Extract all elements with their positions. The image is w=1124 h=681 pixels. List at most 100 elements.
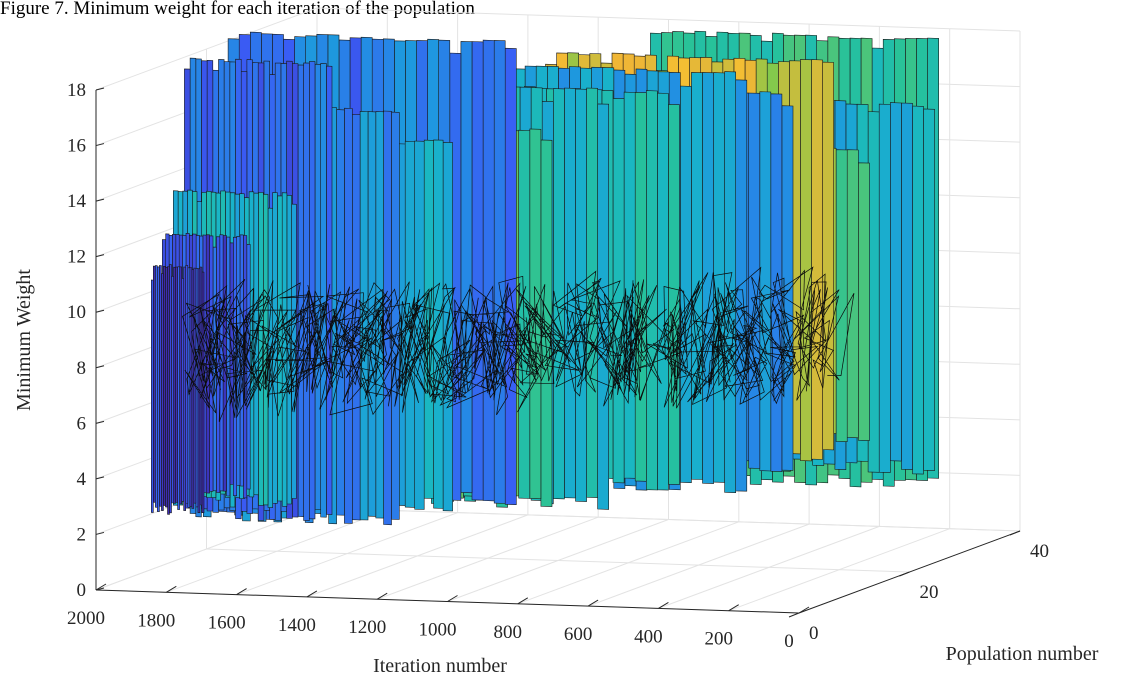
slice-strip (857, 162, 870, 441)
slice-strip (183, 266, 186, 511)
slice-strip (482, 39, 495, 502)
weight-trace (182, 266, 855, 422)
z-tick-label: 8 (77, 358, 87, 379)
slice-population-10 (151, 264, 205, 515)
x-tick-mark (658, 601, 669, 609)
slice-strip (414, 140, 425, 510)
slice-strip (781, 105, 794, 471)
slice-strip (679, 85, 692, 484)
figure-caption: Figure 7. Minimum weight for each iterat… (0, 0, 475, 19)
y-tick-mark (788, 612, 800, 618)
grid-line-z (95, 507, 1021, 591)
z-tick-label: 2 (77, 524, 87, 545)
z-tick-label: 0 (77, 580, 87, 601)
x-tick-label: 2000 (67, 608, 105, 629)
z-tick-mark (95, 143, 105, 147)
slice-strip (326, 65, 333, 515)
grid-line-y-floor (316, 507, 1021, 532)
slice-strip (901, 102, 913, 470)
slice-strip (167, 266, 170, 515)
slice-strip (155, 265, 158, 508)
slice-strip (169, 264, 172, 514)
y-axis-label: Population number (946, 643, 1099, 665)
x-tick-label: 1800 (137, 610, 175, 631)
z-tick-mark (95, 198, 105, 202)
z-tick-mark (95, 420, 105, 424)
slice-strip (735, 79, 748, 492)
x-tick-label: 400 (634, 626, 663, 647)
slice-strip (713, 72, 725, 483)
x-tick-mark (236, 588, 247, 596)
slice-strip (344, 107, 353, 524)
tick-labels: 0246810121416180200400600800100012001400… (67, 80, 1049, 652)
slice-strip (504, 47, 517, 506)
y-tick-label: 20 (920, 582, 939, 603)
slice-strip (800, 59, 812, 462)
y-tick-mark (899, 571, 910, 577)
slice-strip (564, 87, 576, 499)
slice-strip (179, 266, 182, 505)
slice-strip (770, 93, 783, 472)
y-tick-mark (1009, 530, 1021, 536)
slice-strip (151, 279, 154, 513)
slice-strip (171, 275, 174, 504)
z-tick-mark (95, 476, 105, 480)
slice-strip (552, 88, 565, 500)
x-tick-mark (728, 604, 739, 612)
z-tick-mark (95, 365, 105, 369)
slice-strip (163, 265, 166, 506)
slice-strip (645, 90, 658, 491)
z-axis-label: Minimum Weight (13, 269, 35, 411)
x-axis-label: Iteration number (373, 655, 507, 677)
slice-strip (586, 87, 598, 498)
x-tick-mark (376, 592, 388, 600)
slice-strip (691, 72, 703, 480)
slice-strip (423, 139, 434, 499)
x-tick-mark (447, 595, 458, 602)
slice-strip (308, 61, 316, 520)
slice-strip (460, 41, 473, 494)
slice-strip (391, 111, 400, 520)
slice-strip (216, 236, 221, 493)
x-tick-mark (306, 590, 318, 598)
grid-line-y-floor (206, 548, 910, 573)
slice-strip (811, 59, 823, 460)
axes (95, 87, 1021, 618)
slice-strip (518, 129, 531, 499)
slice-strip (157, 266, 160, 513)
slice-strip (822, 61, 835, 451)
z-tick-mark (95, 87, 105, 91)
x-tick-label: 0 (784, 631, 794, 652)
slice-strip (219, 234, 224, 492)
z-tick-mark (95, 531, 105, 535)
x-tick-mark (517, 597, 529, 605)
x-tick-label: 200 (704, 629, 733, 650)
slice-strip (185, 264, 189, 504)
slice-strip (867, 111, 880, 473)
slice-strip (336, 109, 345, 516)
slice-strip (634, 91, 647, 482)
z-tick-mark (95, 309, 105, 313)
x-tick-mark (798, 606, 810, 614)
z-tick-label: 10 (67, 302, 86, 323)
z-tick-label: 16 (67, 136, 86, 157)
slice-strip (314, 63, 322, 510)
slice-strip (359, 110, 369, 521)
z-tick-label: 18 (67, 80, 86, 101)
x-tick-label: 1400 (278, 615, 316, 636)
slice-strip (159, 265, 162, 507)
y-tick-label: 40 (1030, 541, 1049, 562)
x-tick-label: 1000 (419, 620, 457, 641)
slice-strip (303, 62, 310, 521)
slice-strip (471, 41, 484, 501)
x-tick-label: 1200 (348, 617, 386, 638)
slice-strip (835, 149, 848, 443)
slice-strip (668, 103, 680, 485)
z-tick-label: 12 (67, 247, 86, 268)
slice-strip (912, 105, 924, 475)
slice-strip (575, 88, 587, 502)
slice-strip (199, 266, 203, 506)
x-tick-label: 1600 (208, 613, 246, 634)
slice-strip (277, 195, 283, 502)
